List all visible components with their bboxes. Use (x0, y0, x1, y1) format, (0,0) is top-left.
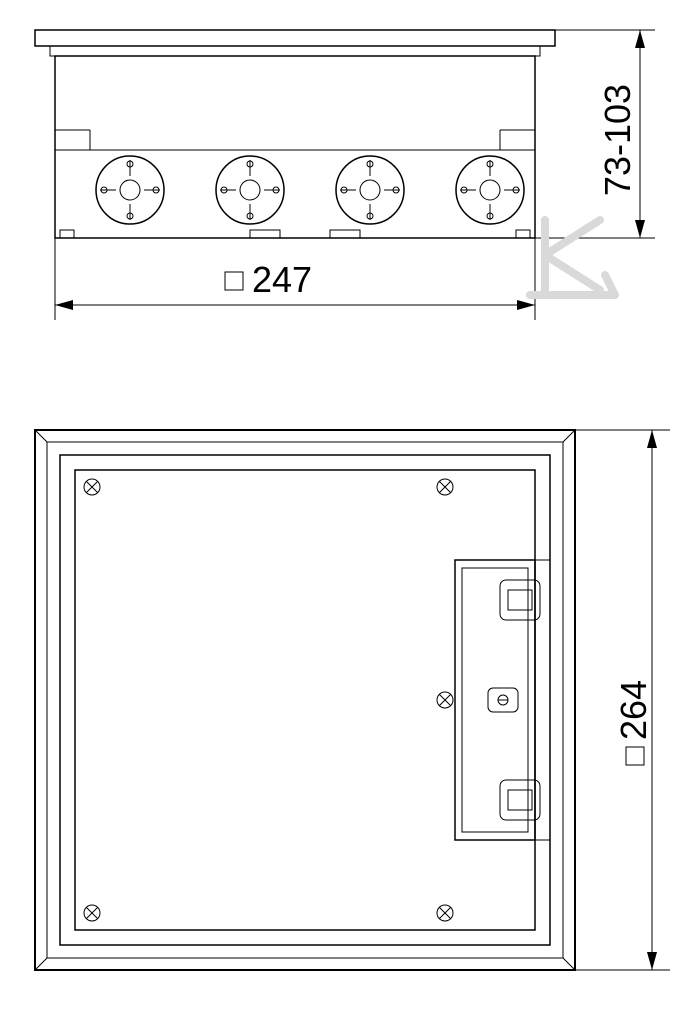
dim-plan-264: 264 (575, 430, 670, 970)
screw-br (437, 905, 453, 921)
screw-tr (437, 479, 453, 495)
dim-plan-value: 264 (613, 680, 654, 740)
watermark-icon (530, 220, 615, 295)
dim-height-73-103: 73-103 (535, 30, 655, 238)
socket-4 (456, 156, 524, 224)
dim-width-value: 247 (252, 259, 312, 300)
dim-height-value: 73-103 (597, 84, 638, 196)
screw-bl (84, 905, 100, 921)
plan-view (35, 430, 575, 970)
screw-tl (84, 479, 100, 495)
socket-1 (96, 156, 164, 224)
socket-row (96, 156, 524, 224)
socket-3 (336, 156, 404, 224)
socket-2 (216, 156, 284, 224)
front-elevation (35, 30, 555, 238)
dim-width-247: 247 (55, 238, 535, 320)
latch-module (437, 560, 540, 840)
